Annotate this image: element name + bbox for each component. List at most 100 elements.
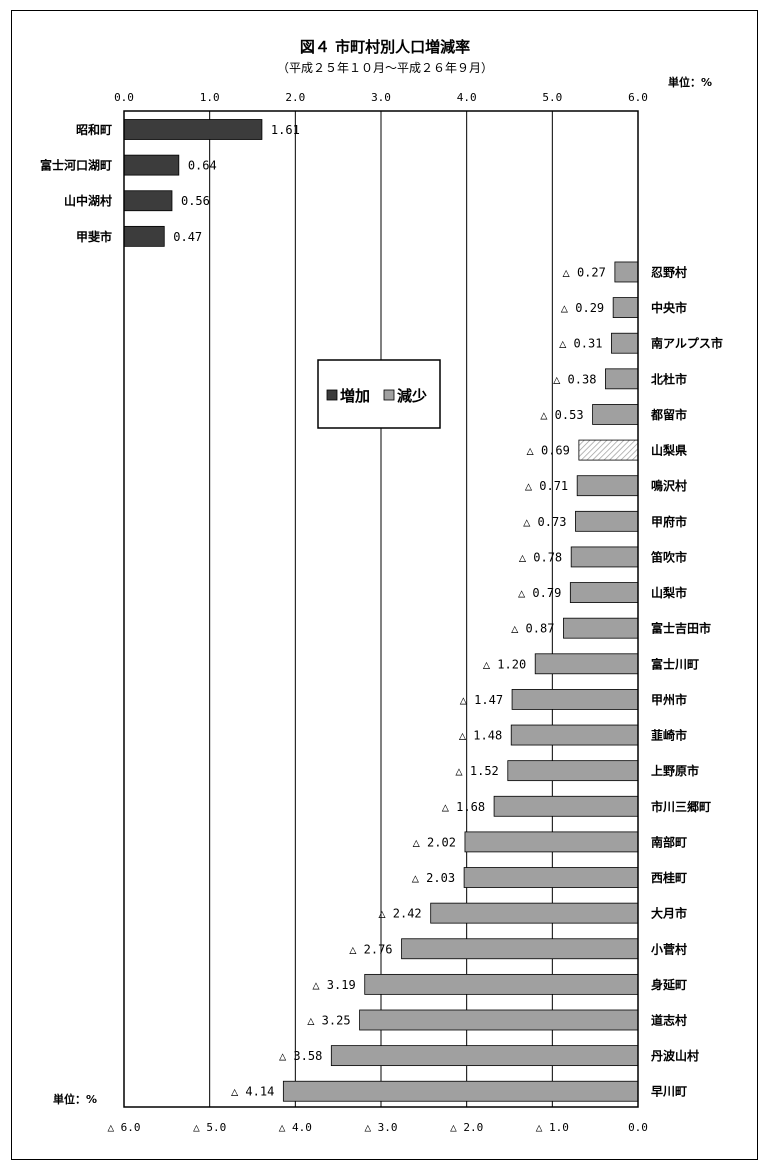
top-axis-tick-label: 4.0 xyxy=(457,91,477,104)
value-label: △ 0.53 xyxy=(540,408,583,422)
category-label: 韮崎市 xyxy=(651,728,687,743)
category-label: 大月市 xyxy=(651,906,687,921)
bar-decrease xyxy=(575,510,639,532)
value-label: △ 1.68 xyxy=(442,800,485,814)
chart-title: 図４ 市町村別人口増減率 xyxy=(300,38,470,56)
legend-label-increase: 増加 xyxy=(340,387,370,405)
chart-subtitle: （平成２５年１０月～平成２６年９月） xyxy=(277,61,493,75)
value-label: △ 0.27 xyxy=(563,265,606,279)
value-labels: 1.61 0.64 0.56 0.47 △ 0.27 △ 0.29 △ 0.31 △ 0.38… xyxy=(173,123,606,1099)
bar-decrease xyxy=(510,724,639,746)
category-label: 山梨県 xyxy=(651,443,687,458)
category-label: 笛吹市 xyxy=(650,549,687,564)
value-label: △ 0.38 xyxy=(553,372,596,386)
value-label: 0.56 xyxy=(181,194,210,208)
bottom-axis-tick-label: △ 1.0 xyxy=(536,1121,569,1134)
category-label: 昭和町 xyxy=(76,122,112,137)
value-label: △ 0.78 xyxy=(519,550,562,564)
value-label: △ 4.14 xyxy=(231,1085,274,1099)
bar-decrease xyxy=(563,617,639,639)
bottom-axis-tick-label: 0.0 xyxy=(628,1121,648,1134)
value-label: △ 0.71 xyxy=(525,479,568,493)
category-label: 市川三郷町 xyxy=(651,799,711,814)
top-axis-tick-label: 2.0 xyxy=(285,91,305,104)
category-label: 南アルプス市 xyxy=(651,336,723,351)
value-label: △ 1.48 xyxy=(459,729,502,743)
bar-decrease xyxy=(464,831,639,853)
category-label: 丹波山村 xyxy=(651,1048,699,1063)
bar-decrease xyxy=(430,902,639,924)
top-axis-tick-label: 1.0 xyxy=(200,91,220,104)
bar-decrease xyxy=(614,261,639,283)
bottom-axis-tick-label: △ 6.0 xyxy=(107,1121,140,1134)
category-label: 上野原市 xyxy=(651,763,699,778)
bottom-axis-tick-label: △ 5.0 xyxy=(193,1121,226,1134)
category-label: 中央市 xyxy=(651,300,687,315)
unit-label-bottom: 単位：% xyxy=(53,1092,97,1106)
category-label: 都留市 xyxy=(650,407,687,422)
bottom-axis-tick-label: △ 4.0 xyxy=(279,1121,312,1134)
bar-decrease xyxy=(401,938,639,960)
value-label: △ 1.47 xyxy=(460,693,503,707)
value-label: △ 0.29 xyxy=(561,301,604,315)
category-label: 忍野村 xyxy=(651,264,687,279)
bar-prefecture xyxy=(578,439,639,461)
top-axis-tick-label: 3.0 xyxy=(371,91,391,104)
top-axis-tick-label: 6.0 xyxy=(628,91,648,104)
category-label: 富士河口湖町 xyxy=(40,158,112,173)
bar-decrease xyxy=(592,404,639,425)
bottom-axis-tick-label: △ 3.0 xyxy=(364,1121,397,1134)
value-label: △ 2.03 xyxy=(412,871,455,885)
category-label: 鳴沢村 xyxy=(651,478,687,493)
bar-decrease xyxy=(570,546,639,568)
value-label: △ 3.19 xyxy=(312,978,355,992)
category-label: 南部町 xyxy=(651,834,687,849)
value-label: 1.61 xyxy=(271,123,300,137)
category-label: 富士吉田市 xyxy=(651,621,711,636)
top-axis-tick-label: 0.0 xyxy=(114,91,134,104)
legend-swatch-decrease xyxy=(383,389,395,401)
bar-increase xyxy=(123,225,165,247)
value-label: △ 0.87 xyxy=(511,622,554,636)
bar-decrease xyxy=(612,297,639,319)
bar-increase xyxy=(123,154,180,176)
bar-increase xyxy=(123,190,173,212)
value-label: 0.64 xyxy=(188,159,217,173)
plot-area-border xyxy=(123,110,639,1108)
bar-decrease xyxy=(611,332,639,354)
legend: 増加 減少 xyxy=(317,359,441,429)
bar-decrease xyxy=(463,867,639,888)
category-label: 山中湖村 xyxy=(64,193,112,208)
category-label: 北杜市 xyxy=(651,371,687,386)
legend-swatch-increase xyxy=(326,389,338,401)
value-label: △ 2.76 xyxy=(349,942,392,956)
axis-ticks: 0.0 1.0 2.0 3.0 4.0 5.0 6.0 △ 6.0 △ 5.0 △ 4.0 △ 3.… xyxy=(107,91,648,1134)
bar-decrease xyxy=(364,973,639,995)
bar-decrease xyxy=(359,1009,639,1031)
bar-decrease xyxy=(605,368,639,390)
legend-label-decrease: 減少 xyxy=(397,387,427,405)
category-label: 西桂町 xyxy=(651,870,687,885)
value-label: △ 3.58 xyxy=(279,1049,322,1063)
bar-increase xyxy=(123,119,263,140)
bar-decrease xyxy=(507,760,639,782)
category-label: 小菅村 xyxy=(651,941,687,956)
unit-label-top: 単位：% xyxy=(668,75,712,89)
value-label: △ 2.42 xyxy=(378,907,421,921)
category-label: 甲州市 xyxy=(651,692,687,707)
bars xyxy=(123,119,639,1102)
bar-decrease xyxy=(330,1045,639,1067)
bar-decrease xyxy=(511,689,639,710)
bottom-axis-tick-label: △ 2.0 xyxy=(450,1121,483,1134)
bar-decrease xyxy=(534,653,639,675)
category-label: 甲斐市 xyxy=(76,229,112,244)
category-label: 富士川町 xyxy=(651,656,699,671)
value-label: △ 0.69 xyxy=(527,444,570,458)
value-label: △ 1.52 xyxy=(455,764,498,778)
value-label: △ 2.02 xyxy=(413,835,456,849)
legend-box xyxy=(317,359,441,429)
bar-decrease xyxy=(576,475,639,497)
category-labels: 昭和町富士河口湖町山中湖村甲斐市忍野村中央市南アルプス市北杜市都留市山梨県鳴沢村… xyxy=(40,122,723,1099)
value-label: △ 1.20 xyxy=(483,657,526,671)
